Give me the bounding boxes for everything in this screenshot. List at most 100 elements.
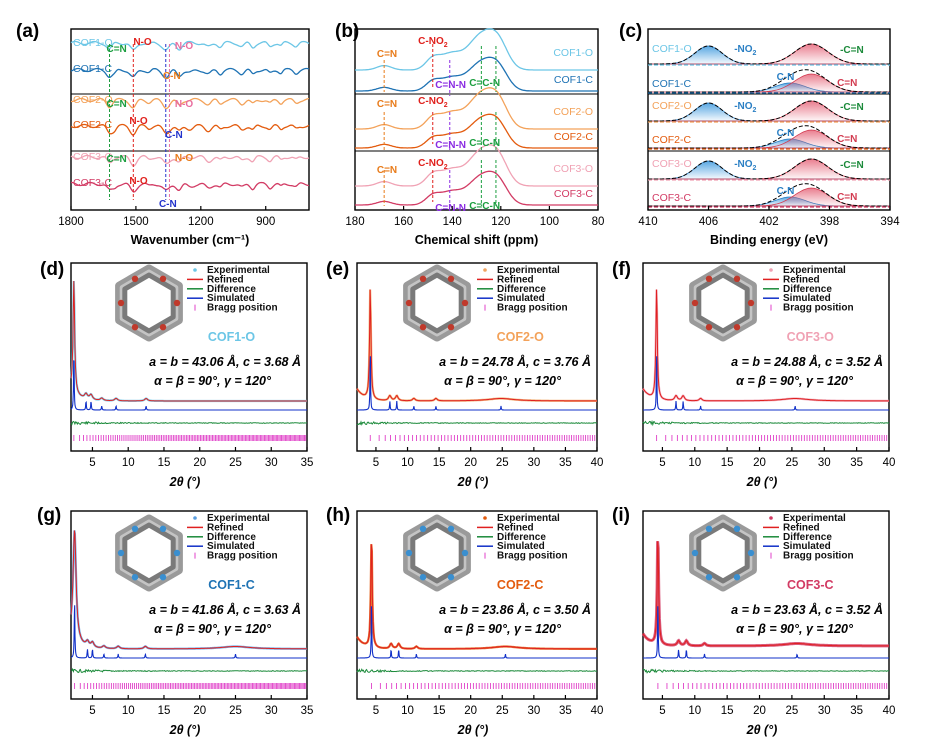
pore-wall <box>696 272 750 334</box>
xrd-cof2-c-lattice-angles: α = β = 90°, γ = 120° <box>444 622 562 636</box>
xrd-cof1-c-xtick-label: 10 <box>122 705 135 717</box>
nmr-series-label: COF3-C <box>554 188 594 200</box>
xrd-cof3-o-xtick-label: 20 <box>753 457 766 469</box>
heteroatom-dot <box>733 324 741 331</box>
xrd-cof1-o-lattice-angles: α = β = 90°, γ = 120° <box>154 374 272 388</box>
nmr-series-label: COF3-O <box>553 163 593 175</box>
heteroatom-dot <box>131 574 139 581</box>
xrd-cof3-o-xtick-label: 40 <box>883 457 896 469</box>
xrd-cof2-o-legend-label: Experimental <box>497 265 560 276</box>
xrd-cof2-o-xtick-label: 25 <box>496 457 509 469</box>
ftir-plot-frame <box>70 28 310 211</box>
nmr-peak-label: C=C-N <box>469 138 500 149</box>
ftir-peak-label: C=N <box>107 154 127 165</box>
pore-wall <box>115 264 183 342</box>
ftir-peak-label: N-O <box>175 99 194 110</box>
xrd-cof3-c-legend-label: Simulated <box>783 541 831 552</box>
heteroatom-dot <box>747 549 755 557</box>
ftir-line-cof1-o <box>70 40 310 51</box>
xrd-cof2-o-xtick-label: 20 <box>464 457 477 469</box>
xrd-cof2-c-x-axis-title: 2θ (°) <box>457 723 489 737</box>
ftir-series-label: COF3-O <box>73 151 113 163</box>
nmr-line-cof2-c <box>355 113 598 149</box>
heteroatom-dot <box>733 525 741 532</box>
ftir-peak-label: N-O <box>175 41 194 52</box>
xrd-cof3-o-legend-label: Refined <box>783 274 820 285</box>
xrd-cof3-c-xtick-label: 5 <box>659 705 665 717</box>
xrd-cof2-o-xtick-label: 35 <box>559 457 572 469</box>
xps-xtick-label: 394 <box>880 216 900 228</box>
xps-x-axis-title: Binding energy (eV) <box>710 233 828 247</box>
xrd-cof3-o-legend-label: Difference <box>783 284 832 295</box>
xrd-cof1-c-sample-name: COF1-C <box>208 578 255 592</box>
xps-peak-label: C-N <box>777 72 795 83</box>
xrd-cof2-c-frame <box>356 510 598 700</box>
xrd-cof1-o-sample-name: COF1-O <box>208 330 256 344</box>
heteroatom-dot <box>691 549 699 557</box>
xrd-cof3-c-structure-image <box>689 514 757 592</box>
xrd-cof3-c-legend-label: Refined <box>783 522 820 533</box>
xrd-cof2-o-legend-label: Bragg position <box>497 303 568 314</box>
xrd-cof2-o-refined-line <box>356 289 597 402</box>
xrd-cof2-o-legend-label: Refined <box>497 274 534 285</box>
nmr-peak-label: C=N <box>377 49 397 60</box>
xrd-cof1-o-lattice-abc: a = b = 43.06 Å, c = 3.68 Å <box>149 355 301 369</box>
pore-wall <box>403 264 471 342</box>
xrd-cof1-o-xtick-label: 10 <box>122 457 135 469</box>
xrd-cof2-o-legend-label: Difference <box>497 284 546 295</box>
xrd-cof1-c-xtick-label: 15 <box>158 705 171 717</box>
xrd-cof1-c-refined-line <box>70 530 307 650</box>
xrd-cof1-c-xtick-label: 25 <box>229 705 242 717</box>
xps-peak-label: C-N <box>777 186 795 197</box>
subscript-2: 2 <box>444 102 448 109</box>
xrd-cof3-c-xtick-label: 20 <box>753 705 766 717</box>
heteroatom-dot <box>117 549 125 557</box>
ftir-xtick-label: 1500 <box>123 216 149 228</box>
xrd-cof2-c-xtick-label: 20 <box>464 705 477 717</box>
xrd-cof1-c-legend-label: Experimental <box>207 513 270 524</box>
nmr-peak-label: C=N-N <box>435 203 466 214</box>
panel-label: (g) <box>37 505 61 526</box>
xrd-cof1-o-xtick-label: 30 <box>265 457 278 469</box>
ftir-peak-label: C-N <box>165 130 183 141</box>
heteroatom-dot <box>117 299 125 307</box>
panel-label: (i) <box>612 505 630 526</box>
xrd-cof1-o-legend-label: Simulated <box>207 293 255 304</box>
pore-wall <box>119 519 179 587</box>
xrd-cof2-c-legend-label: Bragg position <box>497 551 568 562</box>
pore-wall <box>119 269 179 337</box>
ftir-peak-label: C-N <box>159 199 177 210</box>
nmr-line-cof1-c <box>355 56 598 92</box>
heteroatom-dot <box>131 525 139 532</box>
ftir-xtick-label: 1200 <box>188 216 214 228</box>
heteroatom-dot <box>461 299 469 307</box>
xrd-cof1-c-x-axis-title: 2θ (°) <box>169 723 201 737</box>
xrd-cof3-c-xtick-label: 15 <box>721 705 734 717</box>
xrd-cof3-c-xtick-label: 40 <box>883 705 896 717</box>
xrd-cof3-o-lattice-abc: a = b = 24.88 Å, c = 3.52 Å <box>731 355 883 369</box>
heteroatom-dot <box>159 525 167 532</box>
xrd-cof2-c-xtick-label: 25 <box>496 705 509 717</box>
panel-label: (e) <box>326 259 349 280</box>
xrd-cof2-c-xtick-label: 30 <box>527 705 540 717</box>
xps-xtick-label: 402 <box>759 216 778 228</box>
heteroatom-dot <box>747 299 755 307</box>
nmr-series-label: COF1-O <box>553 47 593 59</box>
xrd-cof1-o-difference-line <box>70 420 308 426</box>
xrd-cof2-o-difference-line <box>356 420 598 426</box>
heteroatom-dot <box>447 275 455 282</box>
xrd-cof1-c-legend-marker-experimental <box>193 516 197 520</box>
ftir-line-cof3-c <box>71 181 310 193</box>
xrd-cof1-o-legend-label: Difference <box>207 284 256 295</box>
xps-peak-label: C-N <box>777 128 795 139</box>
heteroatom-dot <box>733 275 741 282</box>
xrd-cof3-o-xtick-label: 30 <box>818 457 831 469</box>
xrd-cof3-o-refined-line <box>642 289 889 402</box>
xps-peak-label: -NO2 <box>734 101 756 114</box>
xps-peak-label: -C=N <box>840 160 864 171</box>
panel-label: (b) <box>335 21 359 42</box>
ftir-peak-label: N-O <box>175 153 194 164</box>
ftir-series-label: COF2-C <box>73 119 113 131</box>
xrd-cof2-c-legend-label: Experimental <box>497 513 560 524</box>
